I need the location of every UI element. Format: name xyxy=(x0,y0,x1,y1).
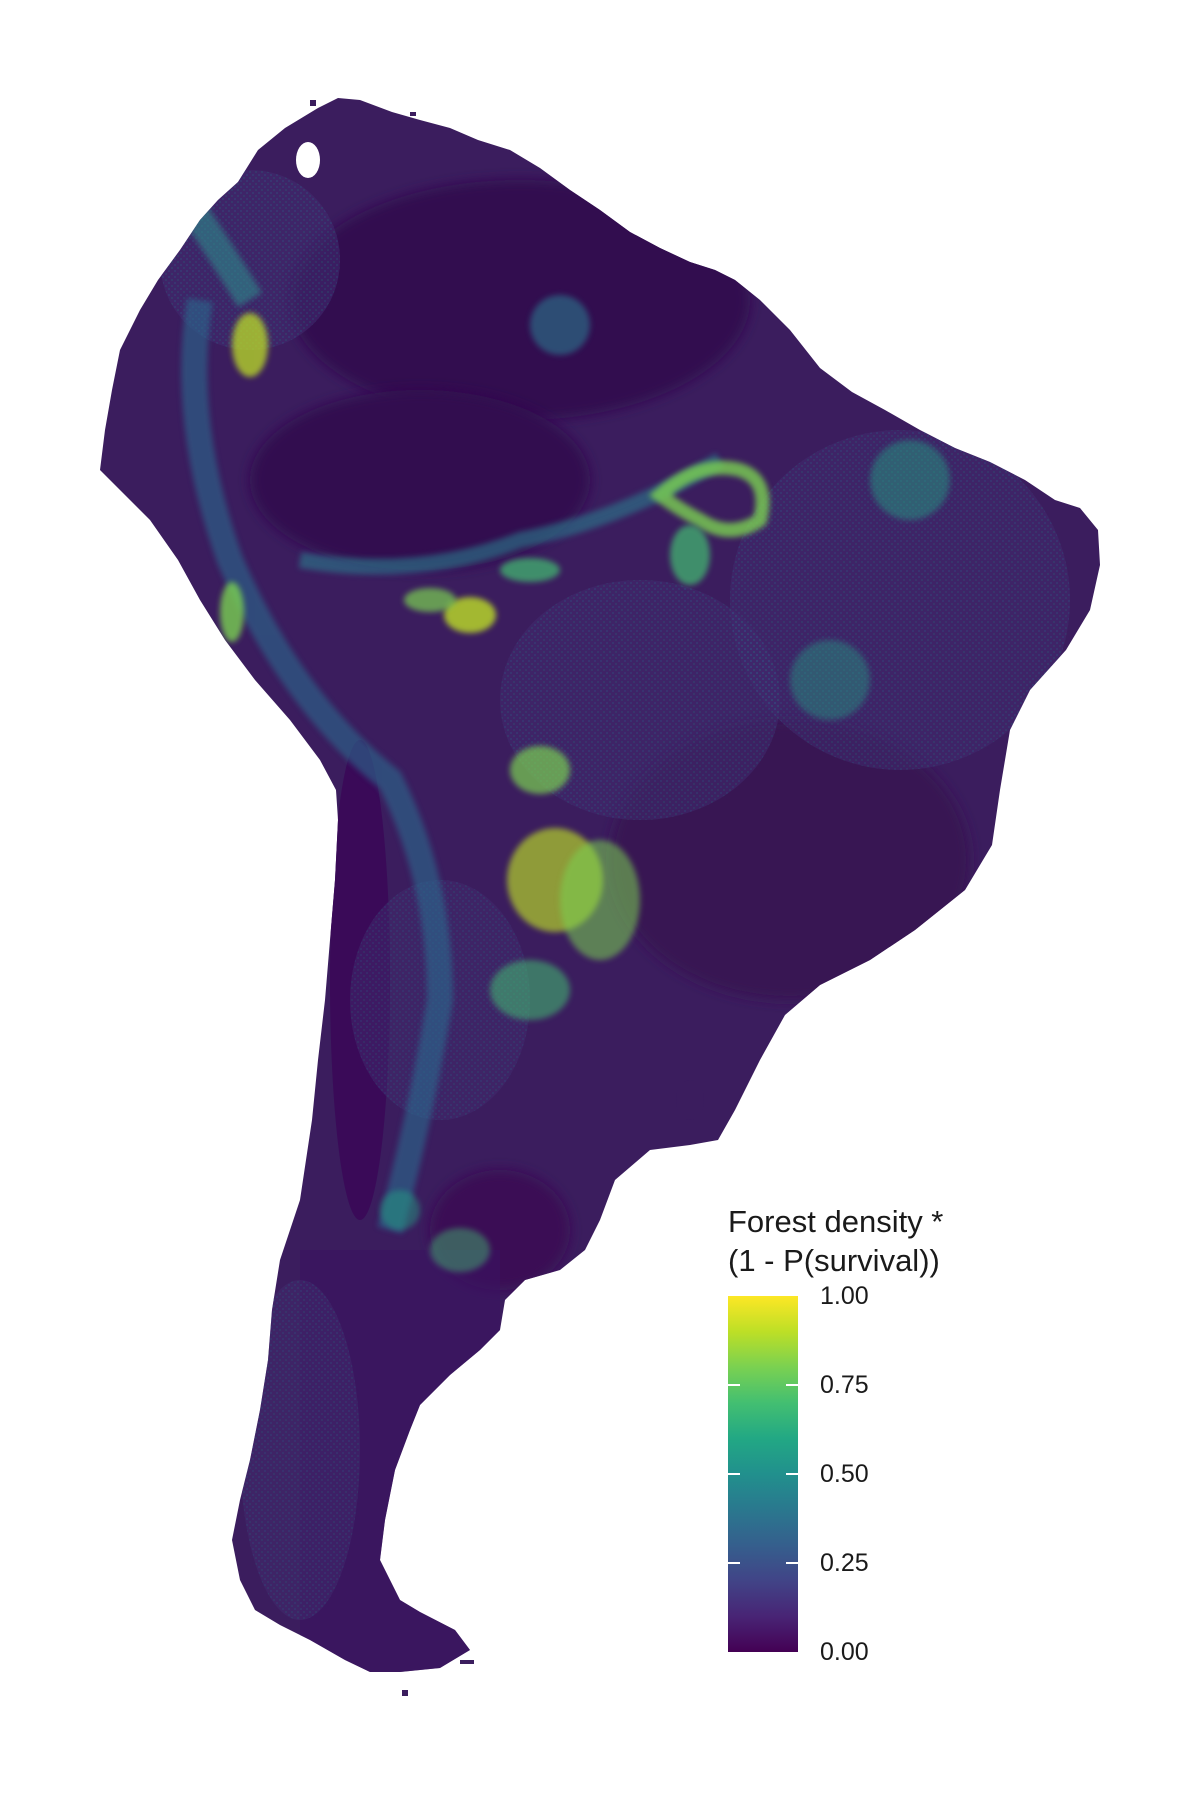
colorbar-tick-left xyxy=(728,1384,740,1386)
legend-title-line2: (1 - P(survival)) xyxy=(728,1243,940,1278)
colorbar-tick-label: 1.00 xyxy=(820,1282,869,1310)
colorbar-tick-left xyxy=(728,1473,740,1475)
legend: Forest density * (1 - P(survival)) 1.00 0… xyxy=(728,1202,1028,1672)
colorbar-tick-label: 0.00 xyxy=(820,1638,869,1666)
colorbar-tick-label: 0.50 xyxy=(820,1460,869,1488)
islands xyxy=(310,100,704,1696)
colorbar-tick-left xyxy=(728,1562,740,1564)
colorbar-tick-label: 0.75 xyxy=(820,1371,869,1399)
colorbar-tick-label: 0.25 xyxy=(820,1549,869,1577)
colorbar-tick-right xyxy=(786,1562,798,1564)
lake-maracaibo xyxy=(296,142,320,178)
colorbar-tick-right xyxy=(786,1473,798,1475)
legend-title: Forest density * (1 - P(survival)) xyxy=(728,1202,943,1280)
legend-title-line1: Forest density * xyxy=(728,1204,944,1239)
colorbar xyxy=(728,1296,798,1652)
colorbar-tick-right xyxy=(786,1384,798,1386)
